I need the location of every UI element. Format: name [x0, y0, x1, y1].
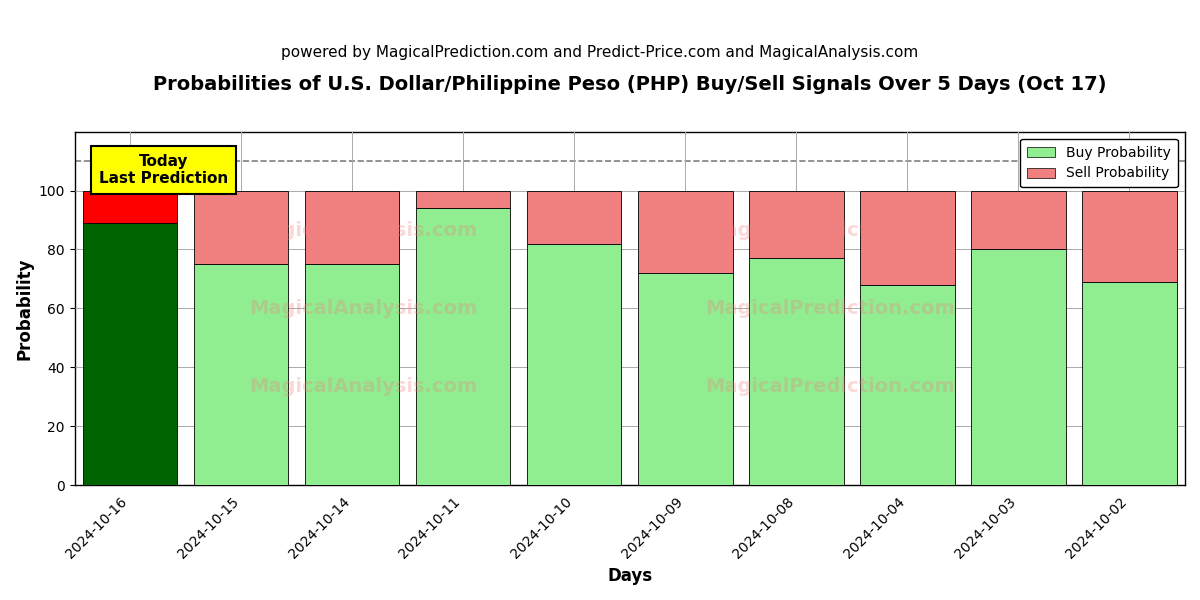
Y-axis label: Probability: Probability [16, 257, 34, 359]
Text: powered by MagicalPrediction.com and Predict-Price.com and MagicalAnalysis.com: powered by MagicalPrediction.com and Pre… [281, 45, 919, 60]
Text: MagicalPrediction.com: MagicalPrediction.com [704, 221, 954, 240]
Text: Today
Last Prediction: Today Last Prediction [98, 154, 228, 186]
Bar [305, 191, 400, 264]
Legend: Buy Probability, Sell Probability: Buy Probability, Sell Probability [1020, 139, 1178, 187]
Bar [305, 264, 400, 485]
Bar [194, 191, 288, 264]
Title: Probabilities of U.S. Dollar/Philippine Peso (PHP) Buy/Sell Signals Over 5 Days : Probabilities of U.S. Dollar/Philippine … [154, 75, 1106, 94]
Bar [527, 191, 622, 244]
Text: MagicalAnalysis.com: MagicalAnalysis.com [250, 221, 478, 240]
Bar [416, 208, 510, 485]
Bar [83, 223, 178, 485]
Text: MagicalPrediction.com: MagicalPrediction.com [704, 299, 954, 318]
Bar [860, 191, 955, 285]
Bar [749, 191, 844, 259]
Bar [971, 191, 1066, 250]
Bar [1082, 282, 1177, 485]
Bar [83, 191, 178, 223]
Bar [194, 264, 288, 485]
Bar [527, 244, 622, 485]
Bar [749, 259, 844, 485]
Bar [638, 191, 732, 273]
Text: MagicalAnalysis.com: MagicalAnalysis.com [250, 299, 478, 318]
Text: MagicalPrediction.com: MagicalPrediction.com [704, 377, 954, 395]
Bar [1082, 191, 1177, 282]
Bar [971, 250, 1066, 485]
Bar [638, 273, 732, 485]
Bar [416, 191, 510, 208]
Text: MagicalAnalysis.com: MagicalAnalysis.com [250, 377, 478, 395]
Bar [860, 285, 955, 485]
X-axis label: Days: Days [607, 567, 653, 585]
